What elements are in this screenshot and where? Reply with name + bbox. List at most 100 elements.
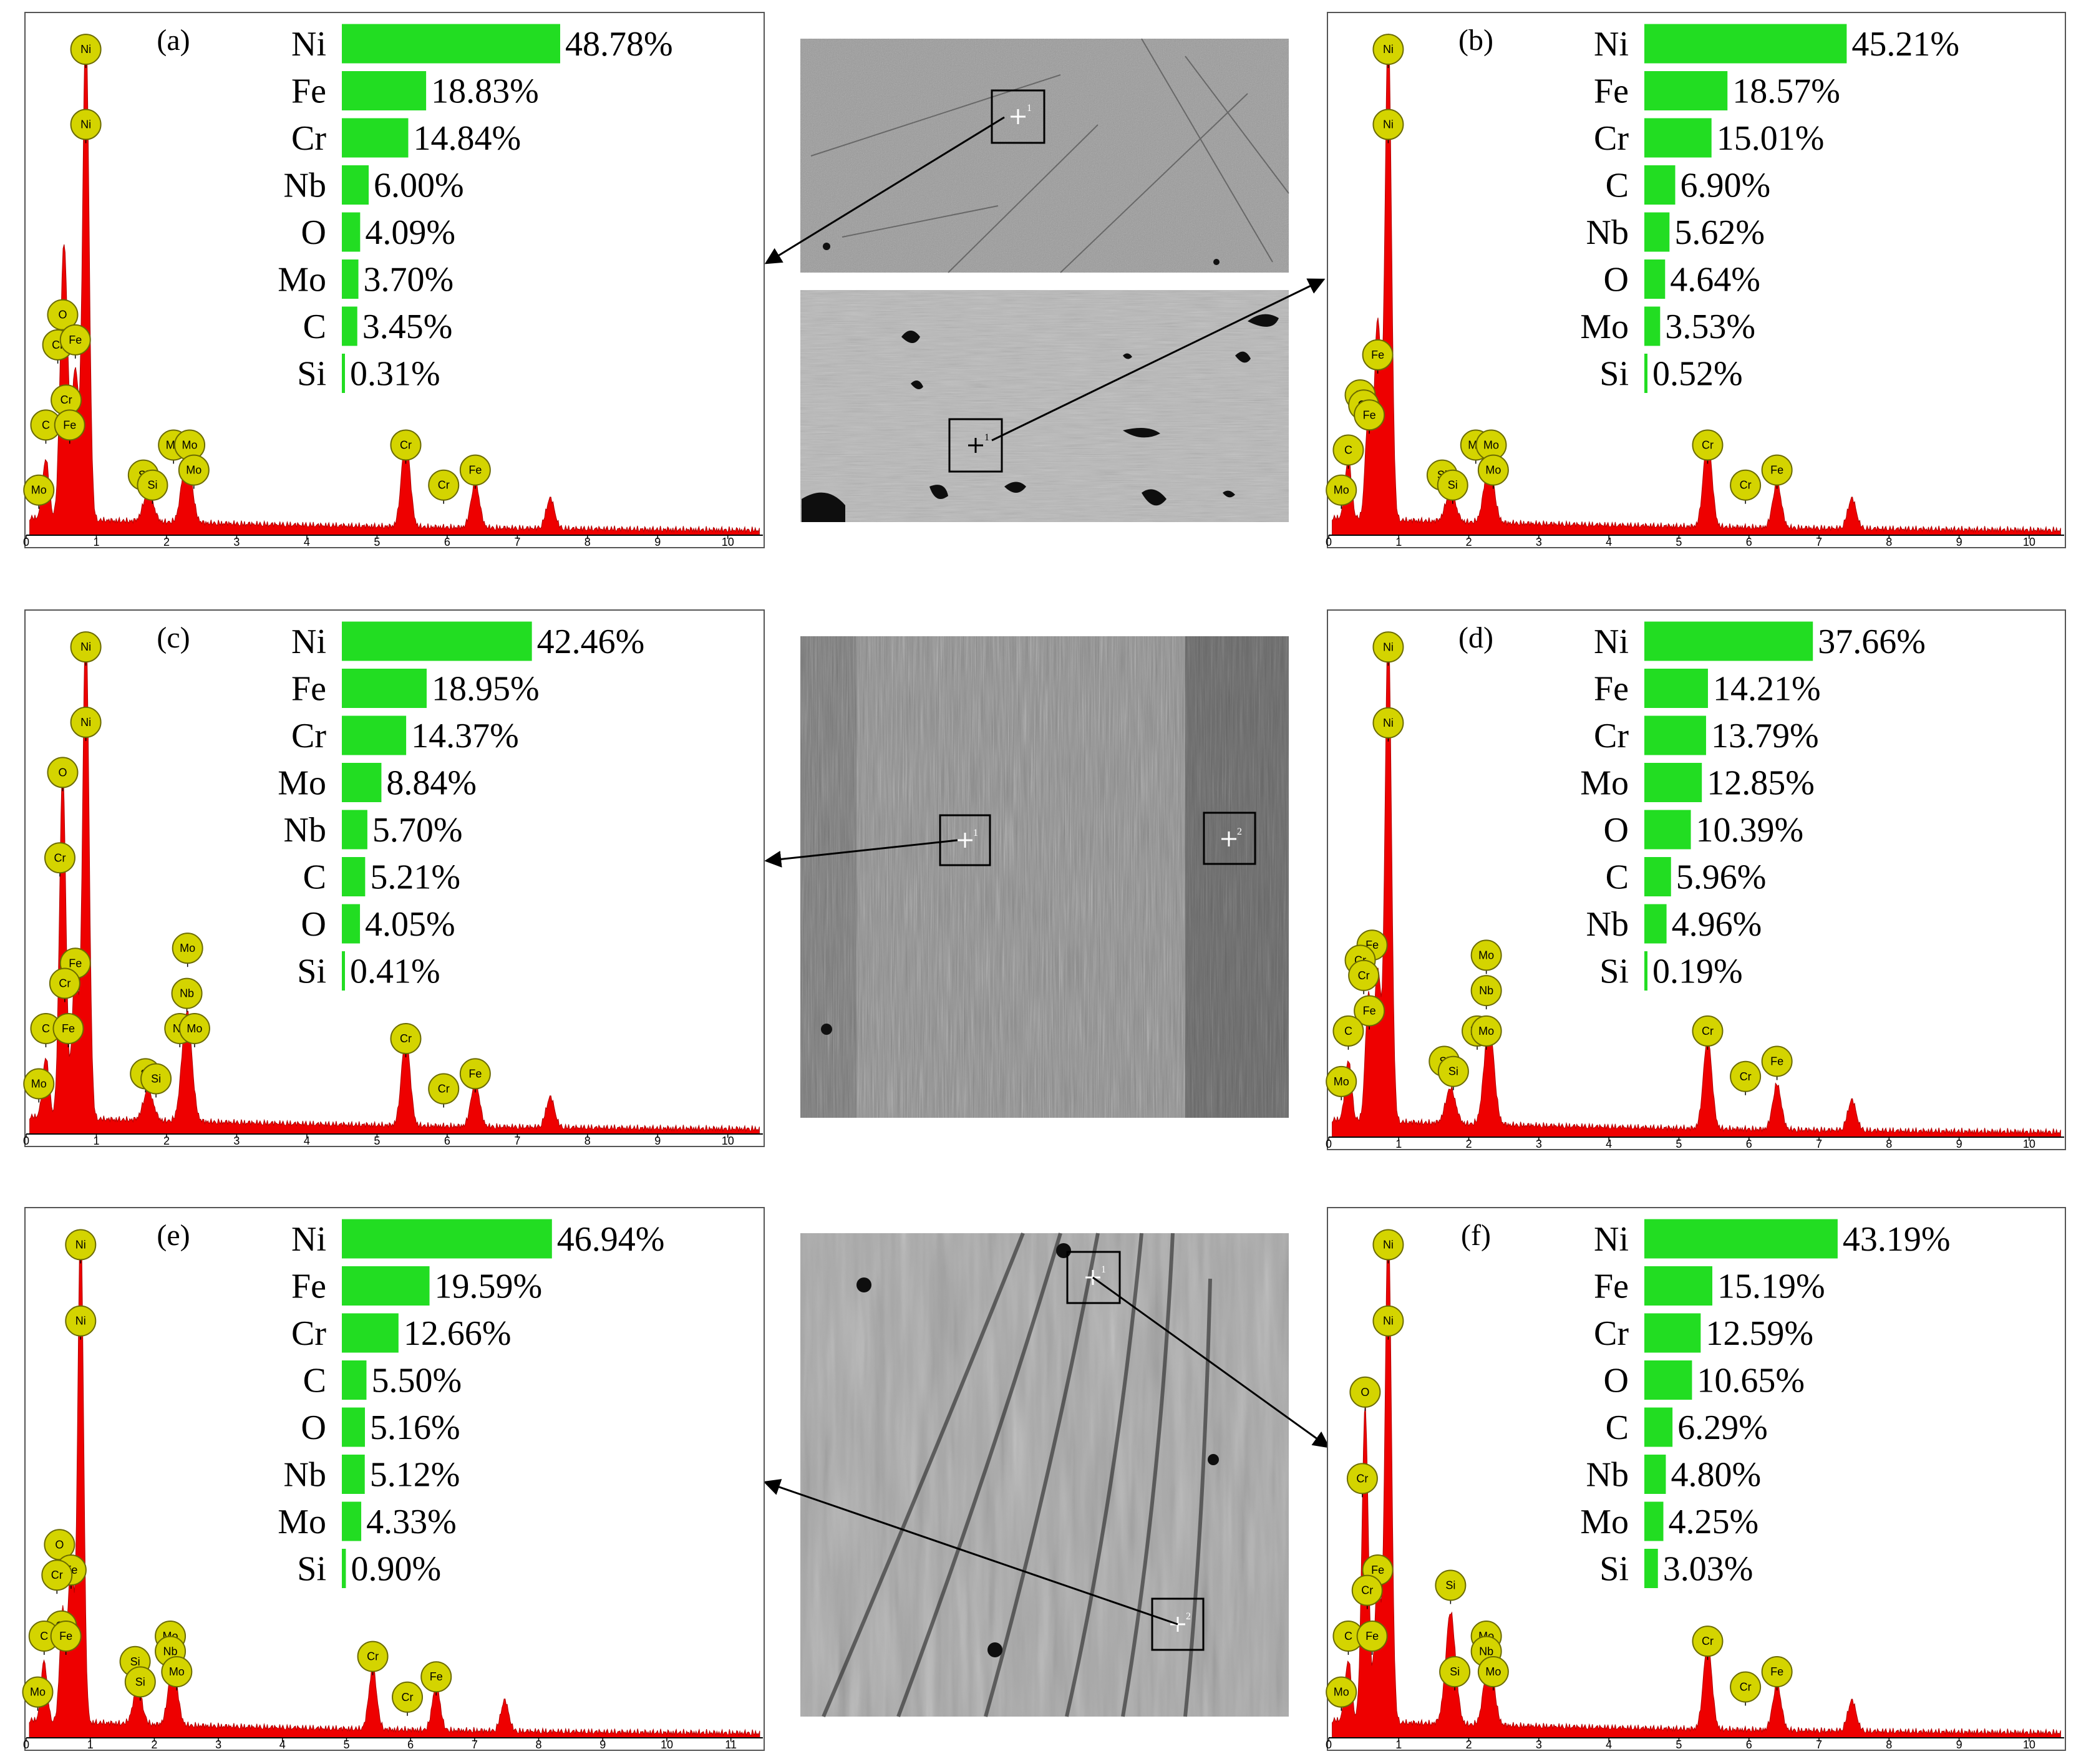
peak-marker: Fe [1761,1045,1793,1080]
peak-marker: Cr [1346,1463,1378,1498]
x-tick-label: 5 [374,536,380,548]
peak-marker-circle [1437,469,1468,501]
bar [1644,1549,1658,1588]
crosshair-icon [968,438,983,453]
composition-bars: Ni 43.19% Fe 15.19% Cr 12.59% O 10.65% C 6.29% Nb 4… [1580,1219,1951,1589]
x-tick-label: 3 [1536,536,1542,548]
peak-marker: Ni [1372,109,1404,143]
peak-marker: Cr [41,1559,73,1594]
bar [342,306,357,346]
peak-marker-circle [52,1012,84,1044]
peak-marker-label: Mo [30,1686,46,1699]
x-tick-label: 7 [514,1135,520,1147]
bar-category-label: Ni [1594,25,1629,64]
peak-marker-label: Ni [1383,43,1394,56]
bar [1644,857,1671,896]
peak-marker: Fe [1761,454,1793,489]
peak-marker: Ni [70,631,102,666]
peak-marker-circle [428,1073,460,1105]
bar-value-label: 48.78% [565,25,673,64]
bar [1644,71,1728,110]
peak-marker: Nb [171,977,203,1012]
spectrum-curve [29,1229,760,1738]
peak-marker-circle [1761,454,1793,486]
peak-marker-circle [70,34,102,65]
bar [342,212,361,252]
peak-marker-circle [1326,1065,1357,1097]
peak-marker-label: Cr [1740,1681,1752,1694]
x-tick-label: 11 [725,1738,737,1751]
bar [1644,259,1666,299]
peak-marker: Cr [428,469,460,504]
x-tick-label: 8 [1886,1138,1892,1150]
peak-marker-circle [1346,1463,1378,1495]
peak-marker: Ni [70,109,102,143]
bar [1644,951,1647,991]
peak-marker-circle [124,1666,156,1698]
bar-value-label: 5.96% [1676,858,1767,897]
peak-marker: C [30,1012,62,1047]
peak-marker-label: O [58,766,67,778]
peak-marker: Mo [178,454,210,489]
bar [1644,24,1847,64]
peak-marker-label: Mo [1334,484,1349,497]
panel-label: (c) [157,621,190,654]
marker-number: 1 [1027,103,1032,114]
peak-marker-circle [1372,631,1404,663]
bar-value-label: 3.45% [362,308,453,346]
bar-value-label: 3.53% [1665,308,1755,346]
bar-value-label: 14.84% [413,119,521,158]
peak-marker-label: Cr [438,1083,450,1095]
peak-marker-label: Si [135,1675,145,1688]
composition-bars: Ni 48.78% Fe 18.83% Cr 14.84% Nb 6.00% O 4.09% Mo 3… [278,24,673,394]
bar [342,763,382,802]
bar-value-label: 4.80% [1671,1456,1761,1495]
peak-marker: Mo [1470,939,1502,974]
x-tick-label: 5 [1676,1138,1682,1150]
bar-value-label: 0.19% [1652,952,1743,991]
x-tick-label: 10 [2023,1738,2035,1751]
bar-value-label: 0.52% [1652,355,1743,394]
spectrum-curve [29,631,760,1135]
x-tick-label: 2 [1466,536,1472,548]
peak-marker-circle [172,933,203,964]
peak-marker-label: Fe [1363,1005,1376,1017]
bar-category-label: O [1604,1362,1629,1400]
bar-category-label: Ni [1594,623,1629,661]
peak-marker-label: Ni [1383,1238,1394,1251]
sample-marker-box [948,418,1003,473]
peak-marker-label: Fe [1363,409,1376,421]
peak-marker-circle [428,469,460,501]
x-tick-label: 8 [1886,1738,1892,1751]
peak-marker-circle [1354,995,1385,1027]
peak-marker-label: Cr [400,439,412,451]
bar [342,1266,430,1306]
peak-marker-label: Ni [1383,717,1394,729]
spectrum: 0 1 2 3 4 5 6 7 8 9 10 Ni Ni O Cr Fe Cr C Fe Mo Si Si Mo Nb Mo Cr… [1326,1229,2064,1751]
micrograph-2: 1 [800,290,1289,522]
peak-marker-label: Mo [1478,1025,1494,1037]
bar [1644,621,1813,661]
bar-value-label: 15.19% [1717,1267,1825,1306]
bar-category-label: Si [1599,355,1629,394]
peak-marker-label: Si [1448,479,1458,492]
bar [1644,810,1691,850]
x-tick-label: 1 [1395,1738,1402,1751]
bar-value-label: 14.37% [411,717,519,755]
bar [342,354,345,393]
x-tick-label: 1 [87,1738,94,1751]
bar [342,951,345,991]
bar-category-label: Cr [1594,1314,1629,1353]
bar-value-label: 8.84% [386,764,477,803]
spectrum: 0 1 2 3 4 5 6 7 8 9 10 Ni Ni O Cr Fe Cr C Fe Mo Si Si Mo Mo Mo Cr… [23,34,763,548]
peak-marker: Cr [44,842,75,877]
x-tick-label: 10 [722,536,734,548]
bar-value-label: 18.57% [1732,72,1840,111]
bar-category-label: C [303,308,326,346]
peak-marker-label: Si [130,1655,140,1668]
sample-marker-box [1066,1251,1121,1304]
x-tick-label: 4 [304,536,310,548]
peak-marker-circle [1692,429,1724,461]
bar [1644,1313,1701,1353]
arrow-to-panel-a [764,116,1005,264]
